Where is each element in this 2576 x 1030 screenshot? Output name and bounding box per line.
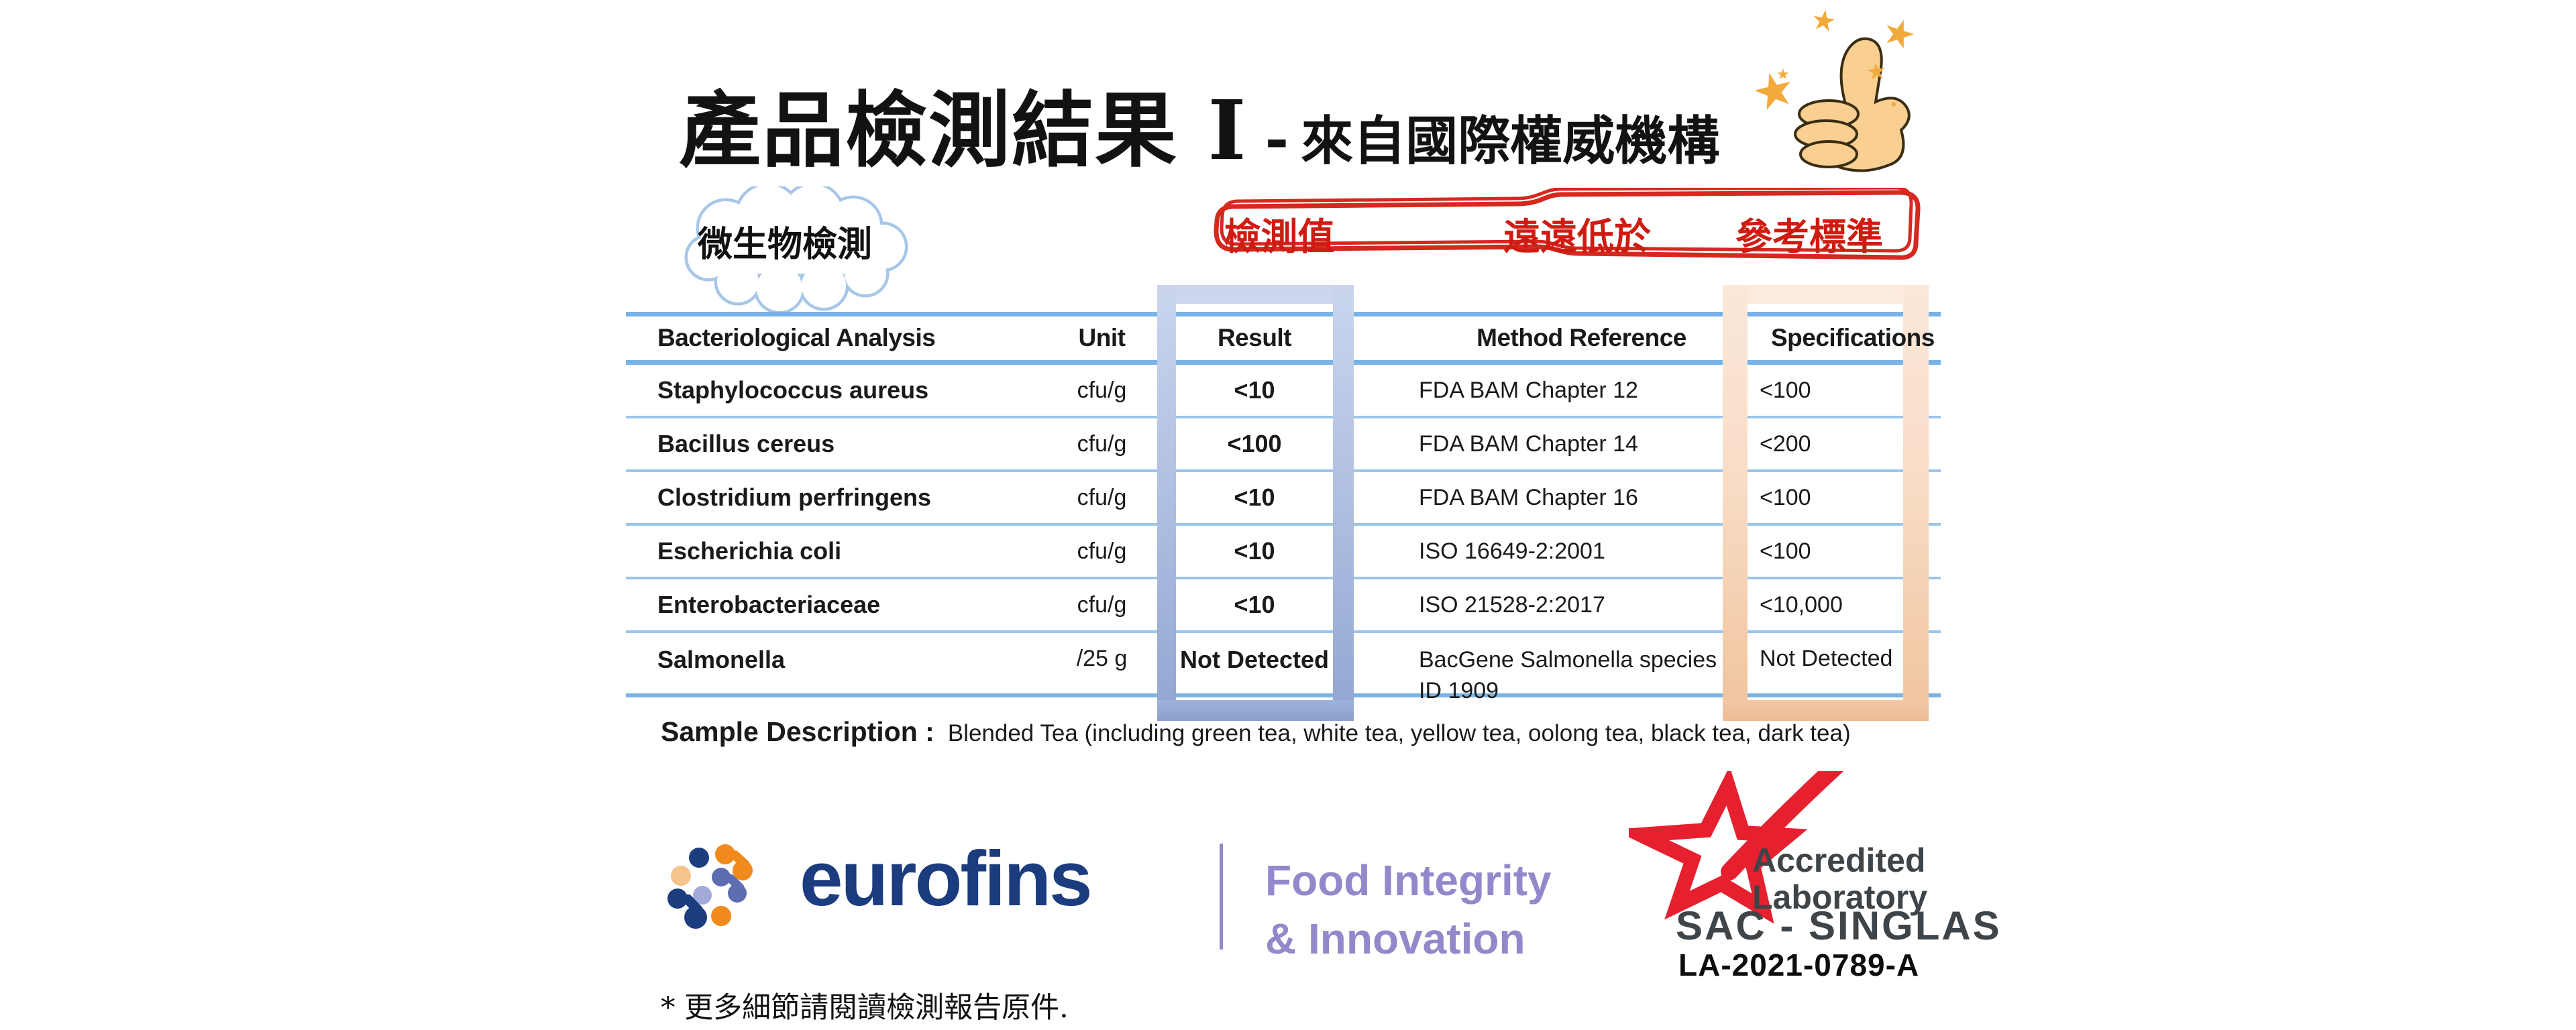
table-cell-result: <10 [1234, 591, 1275, 619]
eurofins-divider [1220, 844, 1223, 950]
eurofins-logo-icon [667, 844, 753, 929]
spec-band-left [1723, 285, 1748, 721]
eurofins-wordmark: eurofins [800, 835, 1093, 922]
spec-band-top [1723, 285, 1929, 304]
table-cell-method: BacGene Salmonella species ID 1909 [1419, 647, 1717, 703]
col-header-result: Result [1217, 323, 1292, 351]
page-title: 產品檢測結果 I - 來自國際權威機構 [679, 64, 1719, 183]
result-band-left [1157, 285, 1176, 721]
row-separator [626, 577, 1941, 579]
sac-star-icon [1629, 771, 1844, 924]
eurofins-tagline: Food Integrity & Innovation [1265, 852, 1552, 968]
result-band-bottom [1157, 700, 1354, 721]
table-cell-analysis: Salmonella [657, 646, 786, 673]
table-cell-spec: <200 [1760, 431, 1811, 457]
spec-band-right [1903, 285, 1929, 721]
table-cell-spec: <10,000 [1760, 591, 1843, 618]
table-cell-unit: /25 g [1076, 646, 1128, 671]
star-icon: ★ [1776, 66, 1790, 82]
table-cell-unit: cfu/g [1077, 431, 1127, 457]
table-cell-result: <10 [1234, 483, 1275, 512]
col-header-method: Method Reference [1477, 323, 1686, 351]
result-band-top [1157, 285, 1354, 304]
star-icon: ★ [1865, 58, 1888, 86]
sample-description: Sample Description : Blended Tea (includ… [661, 716, 1851, 748]
table-header-border [626, 360, 1941, 365]
table-cell-analysis: Clostridium perfringens [657, 483, 932, 512]
page-title-main: 產品檢測結果 I [679, 82, 1248, 178]
table-cell-unit: cfu/g [1077, 591, 1127, 618]
spec-band-bottom [1723, 700, 1929, 721]
sac-accredited-line2: Laboratory [1752, 878, 1928, 916]
col-header-spec: Specifications [1771, 323, 1935, 351]
sac-accredited-line1: Accredited [1752, 842, 1926, 879]
banner-label-result: 檢測值 [1224, 215, 1335, 258]
sample-description-label: Sample Description : [661, 716, 934, 747]
sac-accreditation-number: LA-2021-0789-A [1678, 948, 1920, 982]
table-cell-unit: cfu/g [1077, 484, 1127, 510]
table-cell-analysis: Enterobacteriaceae [657, 591, 881, 619]
table-cell-analysis: Staphylococcus aureus [657, 376, 929, 404]
table-cell-spec: <100 [1760, 538, 1811, 564]
eurofins-tagline-line2: & Innovation [1265, 915, 1525, 964]
table-cell-analysis: Bacillus cereus [657, 430, 835, 458]
row-separator [626, 416, 1941, 418]
table-cell-result: <100 [1227, 430, 1282, 458]
table-cell-unit: cfu/g [1077, 538, 1127, 564]
table-cell-spec: <100 [1760, 377, 1811, 403]
sac-singlas-label: SAC - SINGLAS [1676, 903, 2002, 948]
banner-label-far-below: 遠遠低於 [1503, 215, 1651, 258]
star-icon: ★ [1809, 3, 1839, 38]
page-title-sub: 來自國際權威機構 [1301, 111, 1720, 172]
thumbs-up-icon [1794, 37, 1911, 172]
eurofins-tagline-line1: Food Integrity [1265, 856, 1552, 905]
sample-description-value: Blended Tea (including green tea, white … [947, 720, 1851, 746]
sac-accredited-label: Accredited Laboratory [1752, 842, 1927, 916]
page-title-dash: - [1265, 105, 1289, 173]
row-separator [626, 630, 1941, 633]
result-band-right [1333, 285, 1354, 721]
table-cell-method: FDA BAM Chapter 16 [1419, 484, 1638, 510]
cloud-shape [684, 186, 908, 314]
table-cell-spec: <100 [1760, 484, 1811, 510]
table-cell-unit: cfu/g [1077, 377, 1127, 403]
table-cell-method: ISO 16649-2:2001 [1419, 538, 1605, 564]
footnote: * 更多細節請閱讀檢測報告原件. [661, 991, 1069, 1025]
table-cell-result: <10 [1234, 537, 1275, 565]
table-cell-method: FDA BAM Chapter 12 [1419, 377, 1638, 403]
table-cell-result: Not Detected [1179, 646, 1330, 673]
table-cell-method: FDA BAM Chapter 14 [1419, 431, 1638, 457]
table-bottom-border [626, 693, 1941, 697]
table-cell-spec: Not Detected [1760, 646, 1893, 671]
table-top-border [626, 312, 1941, 317]
row-separator [626, 469, 1941, 472]
table-cell-result: <10 [1234, 376, 1275, 404]
table-cell-method: ISO 21528-2:2017 [1419, 591, 1605, 618]
star-icon: ● [1890, 99, 1897, 110]
col-header-analysis: Bacteriological Analysis [657, 323, 936, 351]
cloud-label: 微生物檢測 [697, 224, 872, 265]
red-banner-outline [1214, 188, 1921, 260]
row-separator [626, 523, 1941, 526]
col-header-unit: Unit [1078, 323, 1126, 351]
table-cell-analysis: Escherichia coli [657, 537, 842, 565]
banner-label-reference: 參考標準 [1735, 215, 1883, 258]
